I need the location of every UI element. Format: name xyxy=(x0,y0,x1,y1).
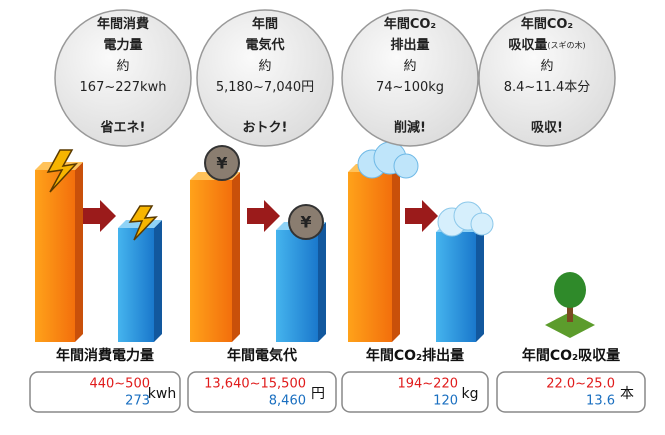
coin-symbol: ¥ xyxy=(216,154,227,173)
coin-icon xyxy=(204,145,240,181)
bar xyxy=(118,228,154,342)
bubble-text: 74~100kg xyxy=(376,80,444,95)
bubble-line: 電力量 xyxy=(103,37,142,53)
bubble-text: 167~227kwh xyxy=(80,80,167,95)
cloud-icon xyxy=(437,201,494,237)
bubble-line: 74~100kg xyxy=(376,80,444,95)
bubble-line: 約 xyxy=(258,59,271,74)
bar xyxy=(348,172,392,342)
bar xyxy=(436,232,476,342)
bubble-text: 年間CO₂ xyxy=(384,16,436,32)
bubble xyxy=(478,9,616,147)
tree-base xyxy=(545,312,595,338)
bubble-line: 約 xyxy=(116,59,129,74)
bubble-line: 年間 xyxy=(252,16,278,32)
tree-crown xyxy=(554,272,586,308)
after-value: 13.6 xyxy=(586,394,615,409)
bar xyxy=(35,170,75,342)
bubble xyxy=(341,9,479,147)
bubble-text: 年間消費 xyxy=(97,16,149,32)
unit: 円 xyxy=(311,386,325,402)
bar-side xyxy=(476,224,484,342)
tree-trunk xyxy=(567,300,573,322)
bubble-line: 電気代 xyxy=(245,37,284,53)
arrow xyxy=(405,200,438,232)
before-value: 22.0~25.0 xyxy=(546,377,615,392)
bubble-text: 電力量 xyxy=(103,37,142,53)
lightning-icon xyxy=(128,205,158,241)
icons: ¥ ¥ xyxy=(46,141,595,338)
bubble-text: 排出量 xyxy=(390,37,429,53)
bubble-line: 8.4~11.4本分 xyxy=(504,80,591,95)
bubble-text: 約 xyxy=(403,59,416,74)
bars xyxy=(35,162,484,342)
bubble-line: 167~227kwh xyxy=(80,80,167,95)
before-value: 13,640~15,500 xyxy=(204,377,306,392)
unit: kg xyxy=(462,386,479,402)
unit: 本 xyxy=(620,386,634,402)
panel-label: 年間CO₂排出量 xyxy=(366,347,464,364)
before-value: 194~220 xyxy=(397,377,458,392)
arrow xyxy=(83,200,116,232)
before-value: 440~500 xyxy=(89,377,150,392)
panel-label: 年間電気代 xyxy=(227,347,297,364)
unit: kwh xyxy=(148,386,176,402)
panel-label: 年間CO₂吸収量 xyxy=(522,347,620,364)
after-value: 8,460 xyxy=(269,394,306,409)
bubble-line: 排出量 xyxy=(390,37,429,53)
bubble-line: 約 xyxy=(403,59,416,74)
bubble-line: 年間CO₂ xyxy=(521,16,573,32)
bar-side xyxy=(75,162,83,342)
bar-side xyxy=(154,220,162,342)
bubble xyxy=(54,9,192,147)
bubble-line: 年間消費 xyxy=(97,16,149,32)
bubble-text: 約 xyxy=(116,59,129,74)
panel-box xyxy=(341,371,489,413)
bubble-text: 電気代 xyxy=(245,37,284,53)
bubble-text: 吸収量 xyxy=(508,38,547,53)
panel-box xyxy=(187,371,337,413)
bubble-tagline: 削減! xyxy=(394,120,426,136)
bubble-tagline: 省エネ! xyxy=(100,120,146,136)
bubble-line: 吸収量(スギの木) xyxy=(508,38,585,53)
bubble-text: 年間 xyxy=(252,16,278,32)
bubble xyxy=(196,9,334,147)
cloud-icon xyxy=(357,141,419,179)
bubble-tagline: 吸収! xyxy=(531,121,563,136)
after-value: 120 xyxy=(433,394,458,409)
bubble-line: 約 xyxy=(540,59,553,74)
bubble-line: 5,180~7,040円 xyxy=(216,80,314,95)
bar-side xyxy=(392,164,400,342)
bubble-text: 約 xyxy=(540,59,553,74)
panel-box xyxy=(29,371,181,413)
bar-side xyxy=(318,222,326,342)
bubble-line: 年間CO₂ xyxy=(384,16,436,32)
bar xyxy=(190,180,232,342)
panel-label: 年間消費電力量 xyxy=(56,347,154,364)
panel-box xyxy=(496,371,646,413)
bubble-text: 年間CO₂ xyxy=(521,16,573,32)
bar xyxy=(276,230,318,342)
bubble-note: (スギの木) xyxy=(547,40,585,50)
after-value: 273 xyxy=(125,394,150,409)
bubble-text: 8.4~11.4本分 xyxy=(504,80,591,95)
coin-symbol: ¥ xyxy=(300,213,311,232)
bubble-tagline: おトク! xyxy=(243,121,288,136)
bar-side xyxy=(232,172,240,342)
lightning-icon xyxy=(46,149,79,193)
coin-icon xyxy=(288,204,324,240)
bubble-text: 5,180~7,040円 xyxy=(216,80,314,95)
bubble-text: 約 xyxy=(258,59,271,74)
arrow xyxy=(247,200,280,232)
